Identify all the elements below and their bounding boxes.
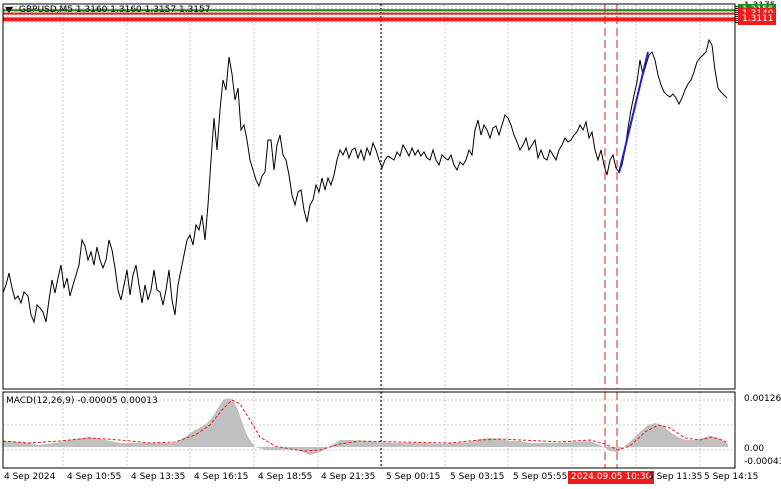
symbol-label: GBPUSD,M5: [18, 5, 74, 15]
time-axis-label: 4 Sep 21:35: [321, 472, 376, 482]
red-level-lower-label: 1.3111: [738, 13, 776, 26]
chart-header: GBPUSD,M5 1.3160 1.3160 1.3157 1.3157: [5, 5, 210, 16]
price-line: [2, 56, 620, 324]
time-axis-label: 4 Sep 10:55: [67, 472, 122, 482]
time-axis-label: 5 Sep 00:15: [386, 472, 441, 482]
time-marker-label: 2024.09.05 10:30: [568, 471, 655, 484]
time-axis-label: 4 Sep 13:35: [131, 472, 186, 482]
macd-signal-line: [2, 399, 729, 452]
ohlc-label: 1.3160 1.3160 1.3157 1.3157: [75, 5, 211, 15]
trend-line: [618, 51, 649, 174]
macd-axis-bottom: -0.00043: [744, 457, 781, 467]
time-axis-label: 5 Sep 03:15: [450, 472, 505, 482]
collapse-triangle-icon[interactable]: [5, 7, 13, 13]
time-axis-label: 5 Sep 05:55: [513, 472, 568, 482]
macd-histogram: [3, 398, 728, 455]
macd-axis-top: 0.00126: [744, 394, 781, 404]
time-axis-label: 4 Sep 16:15: [194, 472, 249, 482]
macd-title: MACD(12,26,9) -0.00005 0.00013: [6, 396, 158, 406]
macd-axis-zero: 0.00: [744, 444, 765, 454]
time-axis-label: 4 Sep 2024: [4, 472, 56, 482]
time-axis-label: 4 Sep 18:55: [258, 472, 313, 482]
price-panel-frame: [2, 3, 736, 390]
time-axis-label: 5 Sep 11:35: [648, 472, 703, 482]
macd-panel-frame: [2, 391, 736, 469]
time-axis-label: 5 Sep 14:15: [704, 472, 759, 482]
price-line: [618, 38, 728, 173]
